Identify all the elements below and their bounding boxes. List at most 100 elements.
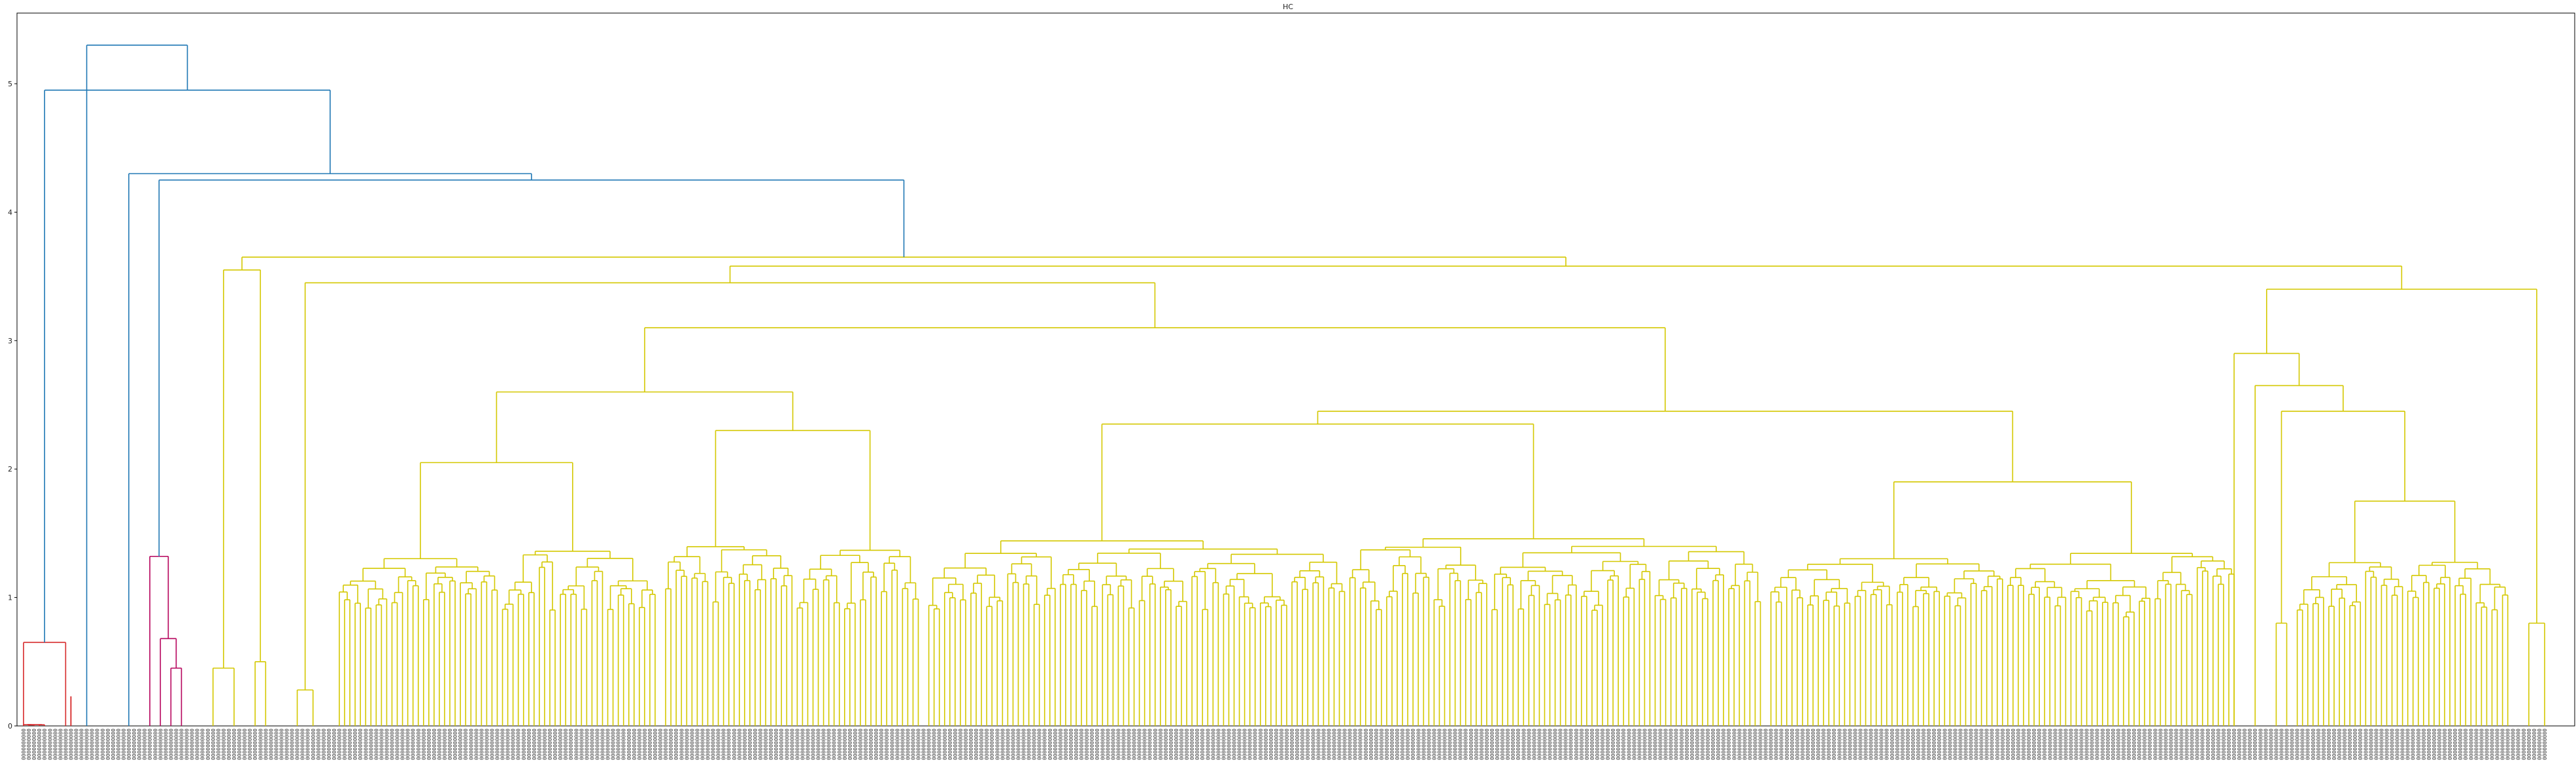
leaf-label: 0000000000 — [684, 729, 690, 760]
dendrogram-link — [2394, 586, 2403, 726]
leaf-label: 0000000000 — [195, 729, 201, 760]
dendrogram-link — [2139, 600, 2145, 726]
leaf-label: 0000000000 — [1631, 729, 1637, 760]
leaf-label: 0000000000 — [1384, 729, 1390, 760]
dendrogram-link — [743, 564, 762, 580]
leaf-label: 0000000000 — [1068, 729, 1074, 760]
dendrogram-link — [1433, 599, 1443, 726]
leaf-label: 0000000000 — [1769, 729, 1774, 760]
dendrogram-link — [1831, 588, 1848, 604]
leaf-label: 0000000000 — [1305, 729, 1311, 760]
dendrogram-link — [1454, 580, 1461, 726]
leaf-label: 0000000000 — [1605, 729, 1611, 760]
leaf-label: 0000000000 — [1010, 729, 1016, 760]
leaf-label: 0000000000 — [58, 729, 63, 760]
dendrogram-link — [712, 601, 719, 726]
leaf-label: 0000000000 — [1358, 729, 1364, 760]
leaf-label: 0000000000 — [26, 729, 32, 760]
leaf-label: 0000000000 — [1147, 729, 1153, 760]
leaf-label: 0000000000 — [173, 729, 179, 760]
leaf-label: 0000000000 — [368, 729, 374, 760]
leaf-label: 0000000000 — [1237, 729, 1243, 760]
dendrogram-link — [1702, 598, 1708, 726]
dendrogram-link — [2054, 605, 2061, 726]
leaf-label: 0000000000 — [1663, 729, 1669, 760]
dendrogram-link — [1081, 590, 1087, 726]
dendrogram-link — [1823, 600, 1829, 726]
dendrogram-link — [1102, 584, 1111, 726]
leaf-label: 0000000000 — [1453, 729, 1459, 760]
leaf-label: 0000000000 — [2084, 729, 2090, 760]
leaf-label: 0000000000 — [1874, 729, 1880, 760]
dendrogram-link — [1728, 588, 1735, 726]
dendrogram-link — [1060, 583, 1066, 726]
leaf-label: 0000000000 — [784, 729, 790, 760]
leaf-label: 0000000000 — [1253, 729, 1259, 760]
dendrogram-link — [1963, 570, 1995, 579]
dendrogram-link — [833, 602, 840, 726]
dendrogram-link — [681, 575, 688, 726]
leaf-label: 0000000000 — [668, 729, 674, 760]
leaf-label: 0000000000 — [1947, 729, 1953, 760]
leaf-label: 0000000000 — [1542, 729, 1548, 760]
dendrogram-link — [1223, 593, 1230, 726]
leaf-label: 0000000000 — [2279, 729, 2284, 760]
leaf-label: 0000000000 — [1952, 729, 1958, 760]
leaf-label: 0000000000 — [158, 729, 163, 760]
leaf-label: 0000000000 — [2005, 729, 2011, 760]
dendrogram-link — [594, 570, 603, 726]
dendrogram-link — [528, 592, 535, 726]
leaf-label: 0000000000 — [2247, 729, 2253, 760]
dendrogram-link — [2407, 591, 2416, 726]
leaf-label: 0000000000 — [2052, 729, 2058, 760]
dendrogram-link — [2112, 602, 2119, 726]
dendrogram-link — [1012, 581, 1019, 726]
dendrogram-link — [744, 579, 751, 726]
dendrogram-link — [1870, 594, 1877, 726]
leaf-label: 0000000000 — [2421, 729, 2427, 760]
leaf-label: 0000000000 — [1063, 729, 1069, 760]
leaf-label: 0000000000 — [242, 729, 248, 760]
leaf-label: 0000000000 — [732, 729, 737, 760]
dendrogram-link — [796, 607, 804, 726]
leaf-label: 0000000000 — [663, 729, 669, 760]
leaf-label: 0000000000 — [1232, 729, 1238, 760]
dendrogram-link — [1731, 585, 1740, 726]
leaf-label: 0000000000 — [1763, 729, 1769, 760]
leaf-label: 0000000000 — [2468, 729, 2474, 760]
leaf-label: 0000000000 — [31, 729, 37, 760]
dendrogram-link — [2057, 596, 2067, 726]
leaf-label: 0000000000 — [737, 729, 743, 760]
dendrogram-link — [539, 566, 545, 726]
leaf-label: 0000000000 — [1100, 729, 1106, 760]
leaf-label: 0000000000 — [126, 729, 132, 760]
leaf-label: 0000000000 — [584, 729, 590, 760]
leaf-label: 0000000000 — [611, 729, 617, 760]
dendrogram-link — [160, 638, 177, 726]
leaf-label: 0000000000 — [273, 729, 279, 760]
leaf-label: 0000000000 — [1163, 729, 1169, 760]
dendrogram-link — [1478, 583, 1487, 726]
leaf-label: 0000000000 — [805, 729, 811, 760]
leaf-label: 0000000000 — [295, 729, 301, 760]
leaf-label: 0000000000 — [947, 729, 953, 760]
leaf-label: 0000000000 — [473, 729, 479, 760]
leaf-label: 0000000000 — [552, 729, 558, 760]
leaf-label: 0000000000 — [300, 729, 306, 760]
dendrogram-link — [809, 568, 832, 579]
dendrogram-link — [1987, 575, 2001, 587]
leaf-label: 0000000000 — [1258, 729, 1264, 760]
dendrogram-link — [2123, 616, 2129, 726]
dendrogram-link — [2201, 570, 2209, 726]
leaf-label: 0000000000 — [1137, 729, 1143, 760]
leaf-label: 0000000000 — [384, 729, 390, 760]
leaf-label: 0000000000 — [853, 729, 858, 760]
leaf-label: 0000000000 — [1347, 729, 1353, 760]
leaf-label: 0000000000 — [1021, 729, 1027, 760]
leaf-label: 0000000000 — [1784, 729, 1790, 760]
dendrogram-link — [860, 599, 866, 726]
leaf-label: 0000000000 — [2321, 729, 2327, 760]
leaf-label: 0000000000 — [816, 729, 822, 760]
leaf-label: 0000000000 — [231, 729, 237, 760]
dendrogram-link — [2454, 585, 2464, 726]
